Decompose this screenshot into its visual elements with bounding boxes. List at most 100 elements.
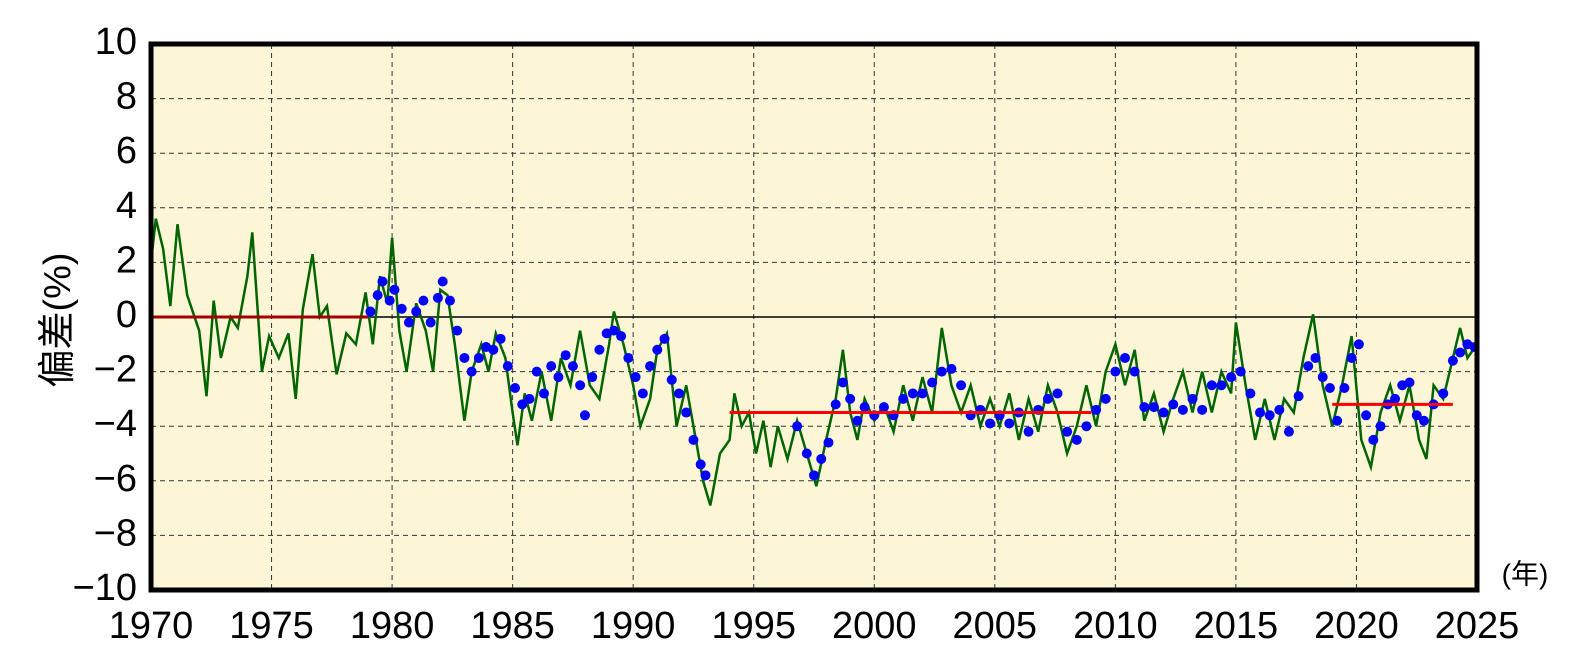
data-point (809, 470, 819, 481)
data-point (616, 331, 627, 342)
data-point (1110, 366, 1121, 377)
data-point (1353, 339, 1364, 350)
data-point (1091, 404, 1102, 415)
y-tick-label: −8 (94, 512, 137, 554)
data-point (1168, 399, 1179, 410)
data-point (531, 366, 542, 377)
data-point (659, 333, 670, 344)
y-tick-label: −4 (94, 403, 137, 445)
x-tick-label: 1975 (229, 605, 314, 647)
data-point (801, 448, 812, 459)
data-point (396, 303, 407, 314)
data-point (1042, 393, 1053, 404)
data-point (859, 402, 870, 413)
data-point (1361, 410, 1372, 421)
data-point (898, 393, 909, 404)
data-point (878, 402, 889, 413)
data-point (946, 363, 957, 374)
data-point (608, 325, 619, 336)
data-point (488, 344, 499, 355)
data-point (1158, 407, 1169, 418)
data-point (936, 366, 947, 377)
data-point (792, 421, 803, 432)
data-point (1139, 402, 1150, 413)
data-point (645, 361, 656, 372)
data-point (1346, 352, 1357, 363)
data-point (1447, 355, 1458, 366)
data-point (695, 459, 706, 470)
data-point (1120, 352, 1131, 363)
y-tick-label: −2 (94, 349, 137, 391)
data-point (956, 380, 967, 391)
x-tick-label: 2020 (1314, 605, 1399, 647)
data-point (466, 366, 477, 377)
data-point (681, 407, 692, 418)
x-tick-label: 2025 (1435, 605, 1520, 647)
data-point (1216, 380, 1227, 391)
data-point (524, 393, 535, 404)
data-point (587, 372, 598, 383)
data-point (630, 372, 641, 383)
data-point (459, 352, 470, 363)
data-point (1411, 410, 1422, 421)
data-point (444, 295, 455, 306)
data-point (1177, 404, 1188, 415)
data-point (700, 470, 711, 481)
data-point (546, 361, 557, 372)
data-point (1404, 377, 1415, 388)
data-point (1332, 415, 1343, 426)
y-tick-label: 4 (116, 185, 137, 227)
data-point (984, 418, 995, 429)
data-point (917, 388, 928, 399)
y-tick-label: −10 (73, 567, 137, 609)
data-point (384, 295, 395, 306)
y-tick-label: 8 (116, 76, 137, 118)
data-point (1339, 382, 1350, 393)
series-line (729, 402, 1453, 414)
data-point (845, 393, 856, 404)
data-point (1071, 434, 1082, 445)
data-point (652, 344, 663, 355)
plot-layer (149, 43, 1480, 591)
data-point (1129, 366, 1140, 377)
data-point (553, 372, 564, 383)
data-point (830, 399, 841, 410)
data-point (673, 388, 684, 399)
x-tick-label: 1985 (470, 605, 555, 647)
data-point (1023, 426, 1034, 437)
data-point (623, 352, 634, 363)
data-point (437, 276, 448, 287)
data-point (637, 388, 648, 399)
data-point (389, 284, 400, 295)
data-point (1390, 393, 1401, 404)
data-point (907, 388, 918, 399)
data-point (1255, 407, 1266, 418)
data-point (1245, 388, 1256, 399)
data-point (1004, 418, 1015, 429)
data-point (1052, 388, 1063, 399)
data-point (510, 382, 521, 393)
data-point (1274, 404, 1285, 415)
data-point (1375, 421, 1386, 432)
y-tick-label: 6 (116, 130, 137, 172)
data-point (816, 453, 827, 464)
data-point (1438, 388, 1449, 399)
data-point (1206, 380, 1217, 391)
data-point (1324, 382, 1335, 393)
series-line (149, 218, 1479, 506)
data-point (1368, 434, 1379, 445)
x-tick-label: 1970 (109, 605, 194, 647)
x-axis-unit: (年) (1502, 558, 1549, 589)
data-point (473, 352, 484, 363)
data-point (560, 350, 571, 361)
x-tick-label: 1980 (350, 605, 435, 647)
data-point (567, 361, 578, 372)
data-point (365, 306, 376, 317)
data-point (411, 306, 422, 317)
data-point (1148, 402, 1159, 413)
data-point (1303, 361, 1314, 372)
data-point (1317, 372, 1328, 383)
data-point (579, 410, 590, 421)
data-point (1455, 347, 1466, 358)
